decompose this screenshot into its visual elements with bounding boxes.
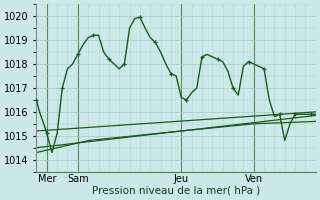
- X-axis label: Pression niveau de la mer( hPa ): Pression niveau de la mer( hPa ): [92, 186, 260, 196]
